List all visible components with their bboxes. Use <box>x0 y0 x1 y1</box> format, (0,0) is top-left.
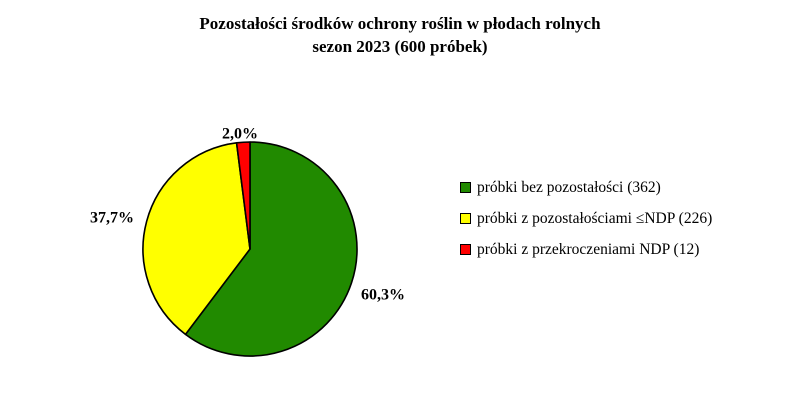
pie-slice <box>142 142 251 336</box>
chart-subtitle: sezon 2023 (600 próbek) <box>312 37 488 56</box>
legend-swatch <box>460 213 471 224</box>
legend: próbki bez pozostałości (362) próbki z p… <box>460 172 712 265</box>
pie-slice <box>184 141 358 357</box>
pie-slices <box>142 141 358 357</box>
legend-swatch <box>460 244 471 255</box>
legend-label: próbki z przekroczeniami NDP (12) <box>477 240 700 258</box>
legend-item: próbki z pozostałościami ≤NDP (226) <box>460 203 712 234</box>
legend-item: próbki bez pozostałości (362) <box>460 172 712 203</box>
chart-title-block: Pozostałości środków ochrony roślin w pł… <box>0 12 800 58</box>
pie-data-labels: 60,3% 37,7% 2,0% <box>90 126 405 304</box>
slice-data-label: 60,3% <box>361 287 405 304</box>
legend-label: próbki z pozostałościami ≤NDP (226) <box>477 209 713 227</box>
legend-item: próbki z przekroczeniami NDP (12) <box>460 234 712 265</box>
pie-slice <box>235 141 251 250</box>
chart-title: Pozostałości środków ochrony roślin w pł… <box>199 14 601 33</box>
slice-data-label: 37,7% <box>90 210 134 227</box>
slice-data-label: 2,0% <box>222 126 258 143</box>
legend-swatch <box>460 182 471 193</box>
legend-label: próbki bez pozostałości (362) <box>477 178 661 196</box>
